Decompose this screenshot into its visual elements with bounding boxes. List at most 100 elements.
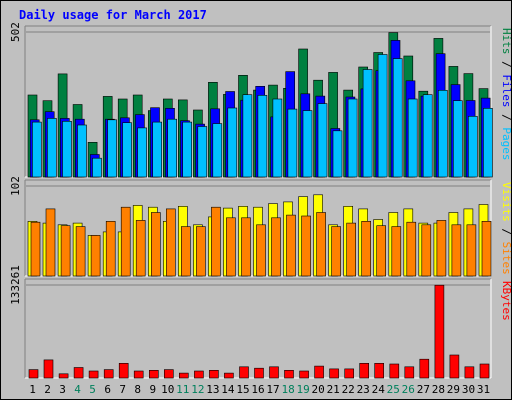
bar-sites-25: [391, 226, 402, 277]
bar-kbytes-21: [329, 368, 339, 379]
bar-pages-1: [32, 121, 42, 178]
x-tick-label: 12: [191, 383, 204, 396]
x-tick-label: 31: [477, 383, 490, 396]
bar-pages-9: [152, 121, 162, 178]
bar-kbytes-11: [179, 372, 189, 379]
bar-pages-30: [467, 116, 478, 178]
bar-kbytes-27: [419, 358, 430, 379]
hits-files-pages-panel: 502 Hits / Files / Pages: [9, 22, 512, 178]
bar-kbytes-1: [28, 369, 39, 379]
bar-pages-4: [77, 124, 87, 178]
bar-sites-20: [316, 212, 326, 277]
bar-sites-3: [60, 225, 71, 277]
x-tick-label: 8: [134, 383, 141, 396]
bar-pages-6: [107, 119, 117, 178]
bar-kbytes-7: [118, 362, 129, 379]
x-tick-label: 15: [236, 383, 249, 396]
bar-kbytes-19: [299, 370, 309, 379]
x-tick-label: 21: [327, 383, 340, 396]
bar-sites-15: [241, 217, 251, 277]
x-tick-label: 24: [372, 383, 386, 396]
bar-kbytes-18: [284, 369, 294, 379]
legend-files: Files: [500, 74, 512, 107]
bar-pages-21: [332, 130, 343, 178]
bar-sites-11: [181, 226, 191, 277]
bar-kbytes-5: [88, 370, 99, 379]
bars: [27, 194, 492, 277]
bar-kbytes-25: [389, 363, 400, 379]
bar-sites-27: [421, 224, 432, 277]
x-tick-label: 1: [29, 383, 36, 396]
x-tick-label: 20: [311, 383, 324, 396]
bar-sites-21: [331, 226, 341, 277]
bar-pages-26: [407, 98, 418, 178]
bar-pages-29: [452, 100, 463, 178]
legend-separator: /: [500, 222, 512, 242]
legend: Visits / Sites: [500, 182, 512, 275]
bar-pages-27: [422, 94, 433, 178]
bar-sites-7: [120, 206, 131, 277]
visits-sites-panel: 102 Visits / Sites: [9, 176, 512, 277]
bar-pages-14: [227, 107, 238, 178]
bar-sites-13: [211, 206, 221, 277]
bar-sites-1: [30, 221, 41, 277]
bar-pages-11: [182, 121, 192, 178]
x-tick-label: 6: [104, 383, 111, 396]
bar-pages-3: [62, 121, 72, 178]
x-tick-label: 13: [206, 383, 219, 396]
bar-sites-28: [436, 220, 447, 277]
legend-hits: Hits: [500, 28, 512, 55]
bar-kbytes-29: [449, 354, 460, 379]
x-tick-label: 16: [251, 383, 264, 396]
x-tick-label: 25: [387, 383, 400, 396]
bar-sites-4: [75, 226, 86, 277]
bar-sites-14: [226, 217, 236, 277]
bar-pages-12: [197, 126, 208, 178]
bar-kbytes-10: [164, 369, 174, 379]
x-tick-label: 28: [432, 383, 445, 396]
bar-pages-7: [122, 122, 132, 178]
x-tick-label: 22: [342, 383, 355, 396]
bar-sites-6: [105, 221, 116, 277]
bar-pages-10: [167, 118, 177, 178]
legend: Hits / Files / Pages: [500, 28, 512, 161]
bar-pages-28: [437, 90, 448, 178]
bar-kbytes-13: [209, 369, 219, 379]
bar-kbytes-22: [344, 368, 355, 379]
bar-sites-17: [271, 217, 281, 277]
bar-kbytes-30: [464, 366, 475, 379]
kbytes-panel: 133261 KBytes: [9, 265, 512, 379]
bar-sites-12: [196, 226, 206, 277]
legend-sites: Sites: [500, 242, 512, 275]
bar-pages-16: [257, 95, 268, 178]
bar-sites-30: [466, 224, 477, 277]
bar-pages-13: [212, 123, 223, 178]
bar-sites-23: [361, 221, 372, 277]
bar-pages-22: [347, 98, 358, 178]
bar-kbytes-16: [254, 367, 264, 379]
y-max-label: 102: [9, 176, 22, 196]
bar-pages-25: [392, 58, 403, 178]
bar-kbytes-15: [239, 366, 249, 379]
bar-pages-24: [377, 54, 388, 178]
legend-separator: /: [500, 55, 512, 75]
legend-kbytes: KBytes: [500, 281, 512, 321]
x-tick-label: 26: [402, 383, 415, 396]
x-tick-label: 7: [119, 383, 126, 396]
bar-sites-18: [286, 214, 296, 277]
plot-area: [25, 279, 491, 378]
bar-kbytes-31: [479, 363, 490, 379]
bars: [28, 284, 490, 379]
bar-sites-8: [135, 220, 146, 277]
bar-kbytes-23: [359, 362, 370, 379]
bar-sites-16: [256, 224, 266, 277]
x-tick-label: 27: [417, 383, 430, 396]
bar-pages-15: [242, 94, 253, 178]
bar-kbytes-8: [133, 370, 144, 379]
bar-sites-10: [166, 208, 176, 277]
x-tick-label: 29: [447, 383, 460, 396]
bar-kbytes-2: [43, 359, 54, 379]
bar-sites-19: [301, 215, 311, 277]
